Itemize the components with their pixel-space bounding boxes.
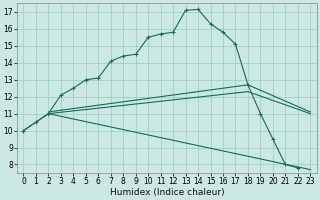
X-axis label: Humidex (Indice chaleur): Humidex (Indice chaleur): [109, 188, 224, 197]
